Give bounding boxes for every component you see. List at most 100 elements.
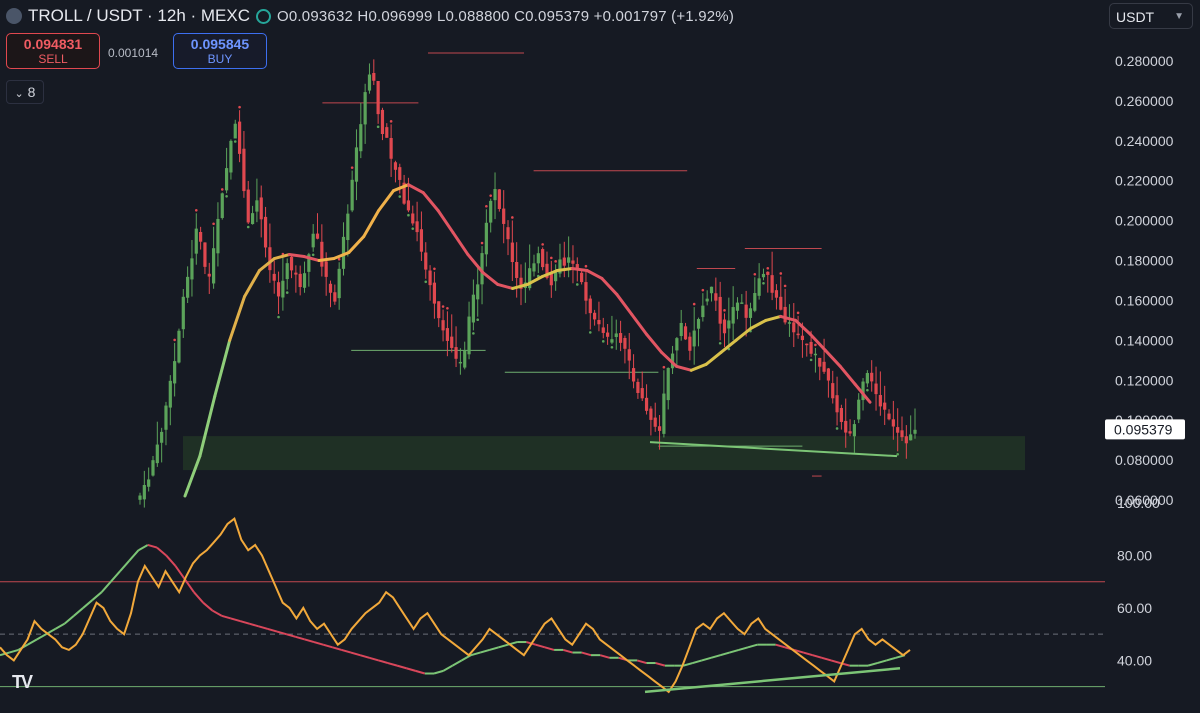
signal-dot: [554, 260, 557, 263]
candle: [142, 485, 146, 500]
moving-average-line: [421, 191, 440, 213]
price-axis-tick: 0.240000: [1115, 133, 1174, 149]
candle: [194, 228, 198, 254]
moving-average-line: [808, 332, 827, 352]
buy-label: BUY: [207, 52, 233, 66]
rsi-ma-line: [461, 654, 472, 662]
candle: [389, 138, 393, 159]
last-price-label: 0.095379: [1114, 421, 1173, 437]
candle: [359, 124, 363, 152]
candle: [631, 368, 636, 382]
rsi-ma-line: [138, 544, 149, 552]
candle: [320, 241, 324, 267]
moving-average-line: [600, 276, 619, 296]
candle: [168, 380, 172, 408]
signal-dot: [588, 331, 592, 334]
candle: [666, 367, 670, 401]
candle: [731, 307, 735, 324]
rsi-ma-line: [775, 643, 786, 649]
rsi-ma-line: [452, 659, 463, 667]
candle: [199, 231, 203, 242]
troll-coin-logo-icon: [6, 8, 22, 24]
candle: [597, 319, 601, 325]
candle: [818, 357, 822, 367]
candle: [272, 273, 276, 281]
rsi-ma-line: [701, 656, 712, 662]
moving-average-line: [228, 294, 247, 342]
moving-average-line: [526, 274, 544, 286]
candle: [259, 197, 263, 220]
signal-dot: [779, 272, 783, 275]
price-trendline: [649, 441, 898, 458]
rsi-ma-line: [563, 648, 573, 654]
signal-dot: [584, 264, 588, 268]
price-axis-tick: 0.180000: [1115, 253, 1174, 269]
candle: [212, 248, 216, 284]
moving-average-line: [540, 269, 559, 278]
moving-average-line: [213, 338, 232, 398]
symbol-title[interactable]: TROLL / USDT · 12h · MEXC: [28, 6, 250, 25]
rsi-ma-line: [193, 591, 204, 604]
support-zone: [183, 436, 1025, 471]
signal-dot: [662, 365, 666, 369]
rsi-ma-line: [683, 662, 693, 667]
rsi-line: [0, 517, 911, 694]
candle: [458, 361, 462, 364]
rsi-ma-line: [249, 622, 259, 628]
signal-dot: [441, 305, 445, 308]
candle: [580, 272, 584, 283]
candle: [471, 294, 475, 323]
signal-dot: [285, 291, 289, 294]
candle: [900, 430, 904, 438]
candle: [398, 167, 402, 180]
rsi-ma-line: [276, 630, 287, 636]
price-axis-tick: 0.220000: [1115, 173, 1174, 189]
candle: [567, 257, 571, 263]
buy-button[interactable]: 0.095845 BUY: [173, 33, 267, 69]
candle: [289, 256, 294, 271]
candle: [549, 272, 553, 286]
rsi-ma-line: [406, 667, 416, 672]
rsi-ma-line: [729, 648, 740, 654]
rsi-ma-line: [341, 648, 352, 654]
candle: [255, 200, 259, 212]
candle: [454, 347, 458, 359]
candle: [484, 222, 488, 255]
candle: [441, 320, 445, 331]
candle: [558, 259, 562, 274]
candle: [541, 249, 545, 268]
candle: [761, 273, 766, 278]
candle: [354, 147, 359, 182]
candle: [372, 72, 376, 81]
moving-average-line: [302, 255, 321, 263]
signal-dot: [476, 318, 480, 322]
indicators-toggle-button[interactable]: ⌄ 8: [6, 80, 44, 104]
candle: [748, 308, 753, 318]
candle: [909, 434, 913, 441]
rsi-ma-line: [128, 549, 140, 562]
rsi-ma-line: [387, 662, 398, 667]
rsi-ma-line: [27, 638, 38, 646]
signal-dot: [480, 241, 484, 245]
candle: [705, 298, 709, 302]
currency-select[interactable]: USDT ▼: [1109, 3, 1193, 29]
candle: [268, 247, 272, 271]
signal-dot: [311, 253, 315, 257]
signal-dot: [277, 315, 280, 319]
candle: [831, 383, 835, 399]
sell-button[interactable]: 0.094831 SELL: [6, 33, 100, 69]
moving-average-line: [391, 183, 410, 193]
moving-average-line: [853, 382, 872, 404]
rsi-ma-line: [821, 656, 832, 662]
candle: [826, 368, 831, 381]
candle: [792, 322, 796, 333]
candle: [173, 361, 177, 384]
chart-header: TROLL / USDT · 12h · MEXC O0.093632 H0.0…: [6, 5, 734, 27]
candle: [367, 74, 372, 91]
price-axis-tick: 0.060000: [1115, 492, 1174, 508]
candle: [588, 298, 592, 314]
moving-average-line: [749, 318, 768, 330]
last-price-label-bg: [1105, 419, 1185, 440]
candle: [891, 419, 895, 427]
